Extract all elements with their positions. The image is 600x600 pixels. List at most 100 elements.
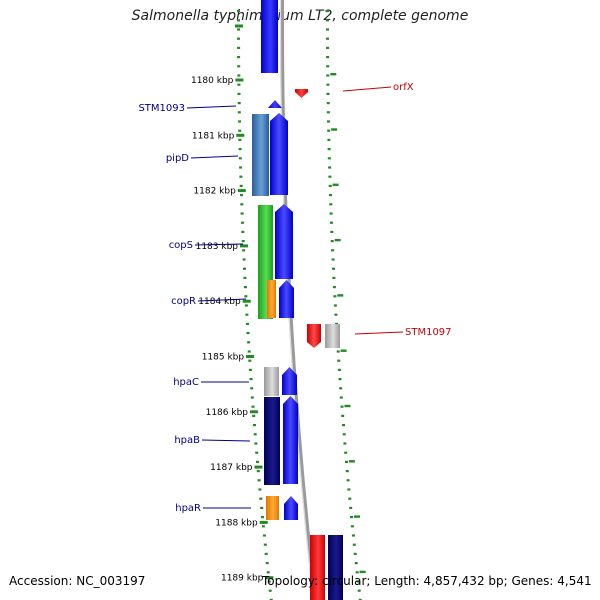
major-tick [235,78,244,82]
ring-dot [239,166,243,169]
gene-label-leader [342,86,392,92]
gene-label-stm1093[interactable]: STM1093 [138,103,185,114]
ring-dot [247,341,251,344]
ring-dot [258,488,262,491]
gene-label-layer: STM1093 pipD copS copR hpaC hpaB hpaR orfX STM10… [138,82,451,514]
tick-label: 1184 kbp [198,297,241,307]
gene-label-hpar[interactable]: hpaR [175,503,201,514]
ring-dot [353,552,357,555]
ring-dot [245,313,249,316]
ring-dot [239,175,243,178]
ring-dot [237,46,241,49]
ring-dot [344,451,348,454]
ring-dot [345,470,349,473]
ring-dot [331,258,335,261]
ring-dot [241,230,245,233]
tick-label-layer: 1180 kbp 1181 kbp 1182 kbp 1183 kbp 1184 kbp… [191,76,264,584]
ring-dot [339,396,343,399]
tick-label: 1185 kbp [202,353,245,363]
ring-dot [326,28,329,31]
ring-dot [256,460,259,463]
ring-dot [237,111,241,114]
ring-dot [327,120,330,123]
ring-dot [237,56,241,59]
cds-forward-hpac [282,367,297,395]
ring-dot [250,387,254,390]
ring-dot [237,74,241,77]
ring-dot [342,424,345,427]
ring-dot [242,258,246,261]
ring-dot [326,10,329,13]
cds-forward-stm1093 [268,100,282,108]
cog-bottom [328,535,343,600]
outer-major-tick [332,183,339,186]
ring-dot [266,571,270,574]
ring-dot [337,359,341,362]
gene-label-hpab[interactable]: hpaB [174,435,200,446]
cds-forward-copr [279,280,294,318]
cog-pipd [252,114,269,196]
ring-dot [247,350,251,353]
ring-dot [255,451,259,454]
ring-dot [339,387,343,390]
outer-major-tick [337,294,344,297]
cog-stm1097 [325,324,340,348]
ring-dot [261,525,265,528]
outer-major-tick [344,404,351,408]
tick-label: 1180 kbp [191,76,234,86]
major-tick [240,244,248,248]
ring-dot [329,212,333,215]
ring-dot [250,396,254,399]
gene-label-hpac[interactable]: hpaC [173,377,199,388]
ring-dot [238,157,242,160]
ring-dot [342,433,346,436]
ring-dot [240,194,243,197]
major-tick [237,189,246,193]
ring-dot [357,589,361,592]
ring-dot [340,405,344,408]
ring-dot [241,221,244,224]
ring-dot [327,129,331,132]
ring-dot [261,516,264,519]
cog-hpar [266,496,279,520]
gene-label-cops[interactable]: copS [169,240,193,251]
tick-label: 1187 kbp [210,463,253,473]
ring-dot [326,74,330,77]
ring-dot [237,28,240,31]
ring-dot [348,497,352,500]
gene-label-leader [354,331,404,335]
ring-dot [336,350,340,353]
ring-dot [329,203,333,206]
gene-label-orfx[interactable]: orfX [393,82,414,93]
gene-label-pipd[interactable]: pipD [166,153,189,164]
gene-label-leader [194,243,244,246]
ring-dot [265,562,269,565]
ring-dot [237,83,241,86]
gene-label-stm1097[interactable]: STM1097 [405,327,452,338]
ring-dot [330,230,334,233]
ring-dot [345,460,348,463]
major-tick [235,24,243,28]
ring-dot [327,138,331,141]
gene-label-copr[interactable]: copR [171,296,196,307]
tick-label: 1189 kbp [221,574,264,584]
cog-hpac [264,367,279,396]
cds-reverse-orfx [295,89,308,98]
ring-dot [328,184,332,187]
gene-label-leader [190,155,239,159]
major-tick [265,576,274,580]
ring-dot [248,359,252,362]
ring-dot [328,175,332,178]
accession-text: Accession: NC_003197 [9,574,146,588]
ring-dot [333,295,337,298]
gene-label-leader [186,105,237,109]
ring-dot [269,598,273,600]
major-tick [254,465,263,469]
outer-major-tick [331,128,338,131]
ring-dot [240,203,244,206]
outer-major-tick [330,73,337,76]
ring-dot [346,479,350,482]
ring-dot [332,267,335,270]
cog-copr [267,280,276,318]
ring-dot [238,138,242,141]
